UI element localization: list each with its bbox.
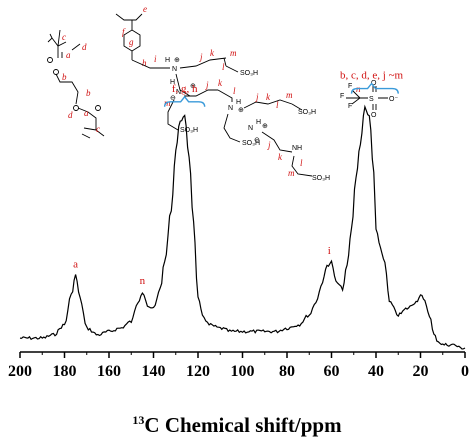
struct-label: k (278, 152, 283, 162)
x-tick-label: 160 (97, 363, 121, 380)
struct-label: c (96, 124, 100, 134)
struct-label: m (230, 48, 237, 58)
peak-brackets (163, 82, 399, 107)
struct-label: l (276, 100, 279, 110)
peak-annotations: a n f, g, h i b, c, d, e, j ~m (73, 70, 403, 287)
charge-symbol: ⊕ (262, 123, 268, 130)
struct-text: F (348, 103, 352, 110)
peak-label: i (328, 245, 331, 257)
struct-label: i (154, 54, 157, 64)
struct-text: H (236, 99, 241, 106)
x-tick-label: 40 (368, 363, 384, 380)
plot-area: a n f, g, h i b, c, d, e, j ~m (19, 70, 466, 350)
struct-text: F (348, 83, 352, 90)
struct-text: N (248, 125, 253, 132)
x-axis-label-superscript: 13 (132, 413, 144, 427)
struct-label: f (122, 27, 126, 37)
struct-text: F (340, 93, 344, 100)
struct-text: SO₃H (240, 70, 258, 77)
x-axis: 200 180 160 140 120 100 80 60 40 20 0 (8, 351, 469, 380)
charge-symbol: ⊕ (174, 57, 180, 64)
x-tick-label: 200 (8, 363, 32, 380)
struct-label: d (82, 42, 87, 52)
struct-text: SO₃H (242, 140, 260, 147)
struct-label: k (266, 92, 271, 102)
struct-text: H (165, 57, 170, 64)
struct-text: H (256, 119, 261, 126)
struct-label: l (300, 158, 303, 168)
x-tick-label: 80 (279, 363, 295, 380)
struct-label: j (255, 92, 259, 102)
struct-label: a (66, 50, 71, 60)
struct-text: H (170, 79, 175, 86)
x-axis-label: 13C Chemical shift/ppm (132, 413, 342, 437)
charge-symbol: ⊖ (170, 95, 176, 102)
struct-label: j (267, 140, 271, 150)
peak-bracket (350, 82, 399, 94)
struct-text: SO₃H (312, 175, 330, 182)
x-tick-label: 120 (186, 363, 210, 380)
struct-label: b (86, 88, 91, 98)
peak-bracket (163, 95, 206, 107)
x-tick-label: 20 (413, 363, 429, 380)
peak-label: b, c, d, e, j ~m (340, 70, 404, 82)
struct-text: N (228, 105, 233, 112)
x-tick-label: 100 (231, 363, 255, 380)
struct-text: N (172, 66, 177, 73)
struct-text: S (369, 96, 374, 103)
struct-label: j (205, 80, 209, 90)
struct-label: m (286, 90, 293, 100)
struct-text: N (176, 89, 181, 96)
struct-text: SO₃H (180, 127, 198, 134)
struct-label: k (218, 78, 223, 88)
struct-label: l (233, 86, 236, 96)
struct-label: j (199, 52, 203, 62)
struct-label: k (210, 48, 215, 58)
struct-label: c (62, 32, 66, 42)
charge-symbol: ⊕ (190, 83, 196, 90)
struct-text: SO₃H (298, 109, 316, 116)
x-tick-label: 140 (142, 363, 166, 380)
x-axis-title: 13C Chemical shift/ppm (132, 413, 342, 437)
x-tick-label: 0 (461, 363, 469, 380)
charge-symbol: ⊖ (254, 137, 260, 144)
struct-text: NH (292, 145, 302, 152)
peak-label: a (73, 258, 78, 270)
struct-label: m (288, 168, 295, 178)
struct-label: l (222, 62, 225, 72)
struct-text: O (371, 80, 377, 87)
struct-label: d (68, 110, 73, 120)
x-tick-label: 180 (53, 363, 77, 380)
charge-symbol: ⊕ (238, 107, 244, 114)
struct-label: b (62, 72, 67, 82)
x-axis-label-text: C Chemical shift/ppm (144, 413, 342, 437)
peak-label: f, g, h (172, 83, 198, 95)
struct-label: e (143, 4, 147, 14)
struct-label: g (129, 37, 134, 47)
peak-label: n (140, 275, 146, 287)
x-tick-label: 60 (324, 363, 340, 380)
struct-text: O (371, 112, 377, 119)
struct-label: h (142, 58, 147, 68)
crosslinker-structure: c a d b b d a c (47, 29, 105, 139)
polymer-structure: e f g h i H N ⊕ j k l m SO₃H H N ⊕ j k l… (115, 4, 330, 182)
struct-text: O⁻ (389, 96, 398, 103)
series-line (19, 104, 466, 350)
struct-label: a (84, 108, 89, 118)
